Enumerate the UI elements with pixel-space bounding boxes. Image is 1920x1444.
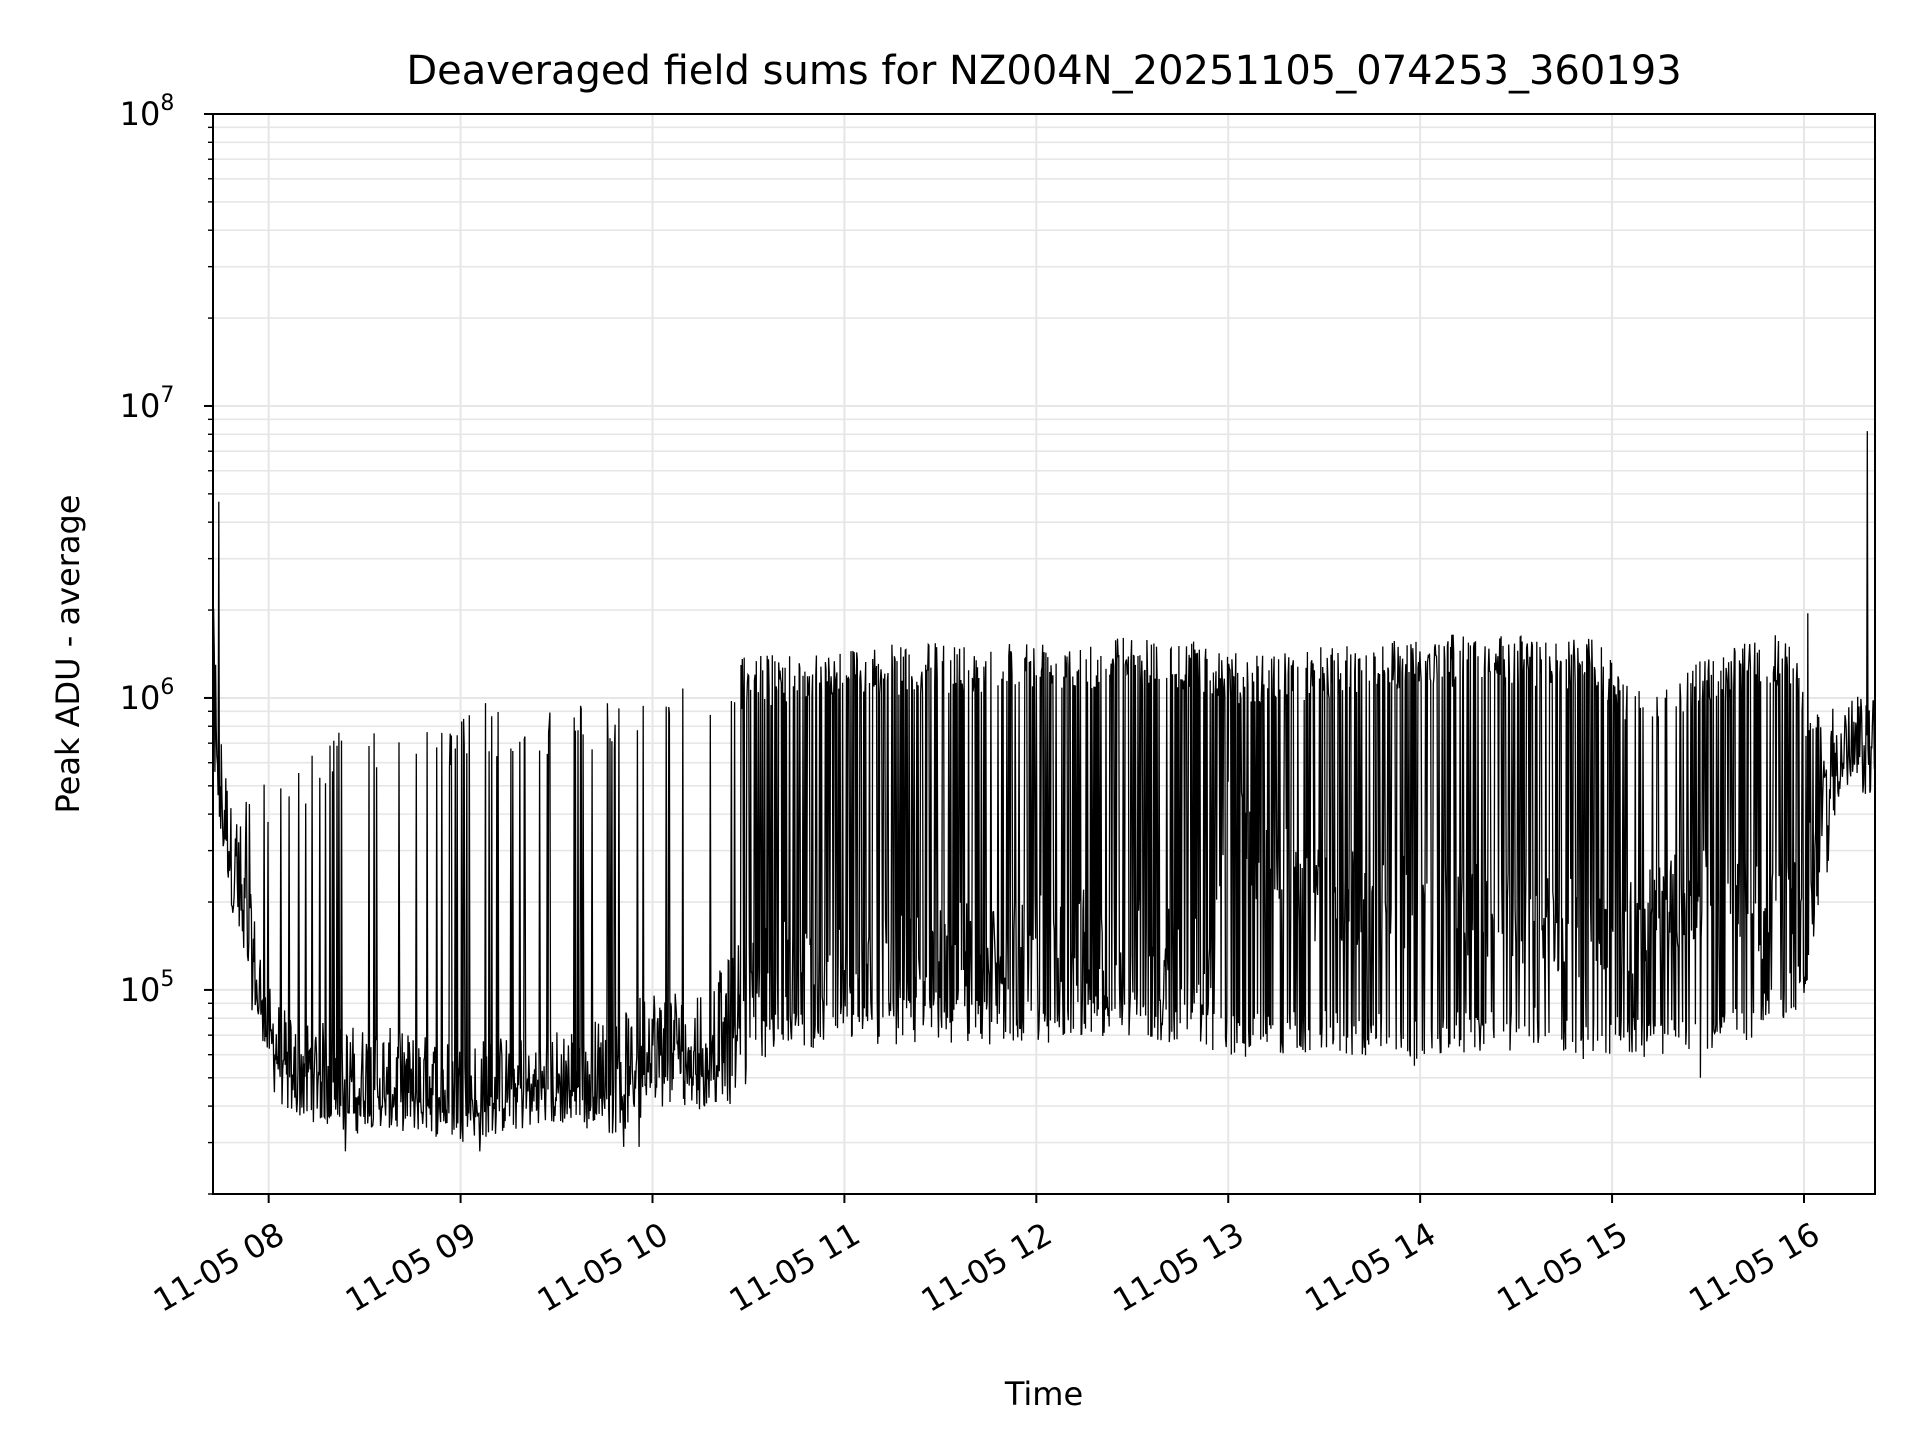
y-tick-label: 106 <box>120 675 175 717</box>
y-tick-label: 108 <box>120 91 175 133</box>
chart-title: Deaveraged field sums for NZ004N_2025110… <box>406 48 1681 94</box>
series-layer <box>212 431 1876 1152</box>
x-axis-label: Time <box>1004 1375 1083 1413</box>
plot-frame <box>212 113 1876 1195</box>
y-tick-label: 105 <box>120 967 175 1009</box>
series-line-field-sums <box>212 431 1876 1152</box>
y-tick-label: 107 <box>120 383 175 425</box>
y-axis-label: Peak ADU - average <box>49 495 87 814</box>
